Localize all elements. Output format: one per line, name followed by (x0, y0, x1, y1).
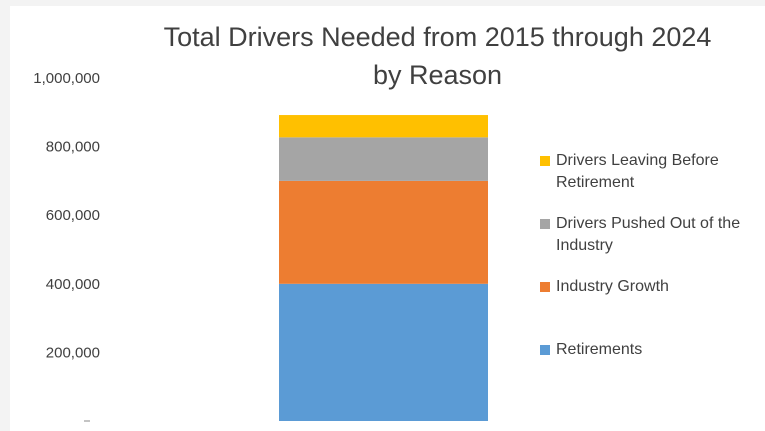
bar-segment-retirements (279, 283, 488, 421)
bar-segment-drivers-leaving-before-retirement (279, 115, 488, 138)
legend-swatch (540, 345, 550, 355)
legend-label: Retirements (556, 341, 643, 358)
legend-item: Drivers Pushed Out of the Industry (540, 213, 765, 257)
legend-label: Industry Growth (556, 278, 669, 295)
bar-stack (279, 115, 488, 421)
y-tick-label: 600,000 (46, 207, 100, 224)
chart-title-line-1: Total Drivers Needed from 2015 through 2… (163, 22, 712, 52)
y-axis: 0 200,000 400,000 600,000 800,000 1,000,000 (33, 70, 100, 430)
legend-swatch (540, 156, 550, 166)
y-tick-label: 800,000 (46, 139, 100, 156)
legend-swatch (540, 219, 550, 229)
legend-label: Drivers Pushed Out of the Industry (556, 215, 741, 254)
y-tick-label: 0 (92, 413, 100, 430)
legend-item: Retirements (540, 339, 765, 361)
legend-item: Drivers Leaving Before Retirement (540, 150, 765, 194)
legend-label: Drivers Leaving Before Retirement (556, 152, 719, 191)
bar-segment-drivers-pushed-out-of-the-industry (279, 137, 488, 181)
y-tick-label: 1,000,000 (33, 70, 100, 87)
y-tick-label: 200,000 (46, 344, 100, 361)
y-tick-label: 400,000 (46, 276, 100, 293)
legend-swatch (540, 282, 550, 292)
chart-title-line-2: by Reason (372, 60, 503, 90)
legend-item: Industry Growth (540, 276, 765, 298)
bar-segment-industry-growth (279, 180, 488, 284)
